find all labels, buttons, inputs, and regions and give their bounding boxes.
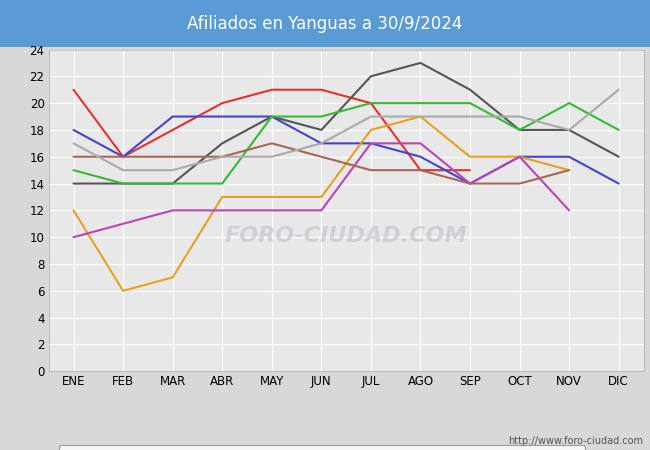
Legend: 2024, 2023, 2022, 2021, 2020, 2019, 2018, 2017: 2024, 2023, 2022, 2021, 2020, 2019, 2018… — [59, 446, 586, 450]
Text: http://www.foro-ciudad.com: http://www.foro-ciudad.com — [508, 436, 644, 446]
Text: FORO-CIUDAD.COM: FORO-CIUDAD.COM — [225, 226, 467, 246]
Text: Afiliados en Yanguas a 30/9/2024: Afiliados en Yanguas a 30/9/2024 — [187, 14, 463, 33]
